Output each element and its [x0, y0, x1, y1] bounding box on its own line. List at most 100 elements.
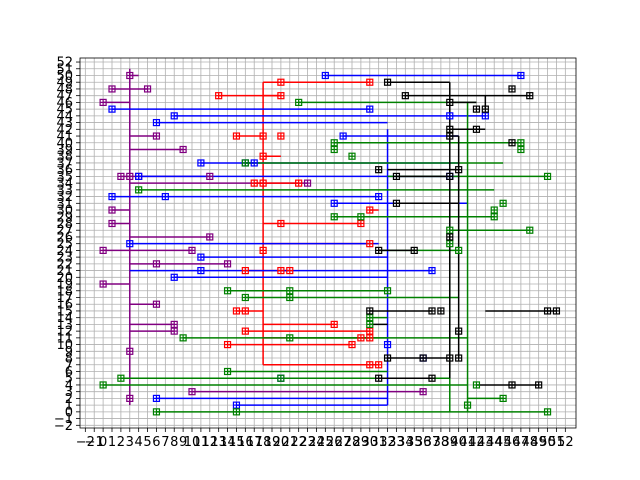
black-node-marker — [535, 381, 543, 389]
x-tick-label: 50 — [539, 435, 556, 450]
y-tick-label: 33 — [56, 183, 73, 198]
y-tick-label: 42 — [56, 123, 73, 138]
y-tick-label: 8 — [65, 352, 73, 367]
purple-node-marker — [108, 219, 116, 228]
x-tick-label: 25 — [317, 435, 334, 450]
purple-node-marker — [170, 320, 178, 328]
blue-node-marker — [126, 240, 134, 248]
x-tick-label: 37 — [424, 435, 441, 450]
x-tick-label: 40 — [450, 435, 467, 450]
blue-node-marker — [428, 266, 436, 275]
axes-frame — [79, 57, 577, 429]
y-tick-label: 40 — [56, 136, 73, 151]
red-node-marker — [366, 240, 374, 248]
x-tick-label: 3 — [126, 435, 134, 450]
y-tick-label: 21 — [56, 264, 73, 279]
blue-node-marker — [446, 112, 454, 120]
purple-node-marker — [188, 246, 196, 254]
y-tick-label: −2 — [54, 419, 73, 434]
x-tick-label: −2 — [76, 435, 95, 450]
purple-node-marker — [303, 179, 312, 187]
x-tick-label: 49 — [530, 435, 547, 450]
x-tick-label: 1 — [108, 435, 116, 450]
y-tick-label: −1 — [54, 412, 73, 427]
y-tick-label: 7 — [65, 358, 73, 373]
blue-node-marker — [197, 266, 205, 275]
purple-node-marker — [126, 394, 134, 402]
x-tick-label: 46 — [504, 435, 521, 450]
y-tick-label: 35 — [56, 170, 73, 185]
black-node-marker — [383, 354, 392, 362]
x-tick-label: 5 — [143, 435, 151, 450]
red-node-marker — [215, 92, 223, 100]
y-tick-label: 47 — [56, 89, 73, 104]
green-node-marker — [455, 246, 463, 254]
y-tick-label: 46 — [56, 96, 73, 111]
x-tick-label: 41 — [459, 435, 476, 450]
blue-node-marker — [375, 192, 383, 201]
y-tick-label: 48 — [56, 82, 73, 97]
x-tick-label: 36 — [415, 435, 432, 450]
black-node-marker — [455, 166, 463, 174]
red-node-marker — [277, 266, 285, 275]
y-tick-label: 26 — [56, 230, 73, 245]
purple-node-marker — [206, 172, 214, 180]
black-node-marker — [543, 307, 552, 315]
purple-node-marker — [126, 172, 134, 180]
red-node-marker — [232, 307, 241, 315]
y-tick-label: 14 — [56, 311, 73, 326]
red-node-marker — [366, 334, 374, 342]
y-tick-label: 41 — [56, 130, 73, 145]
y-tick-label: 12 — [56, 325, 73, 340]
red-node-marker — [259, 246, 267, 254]
black-node-marker — [508, 85, 516, 93]
purple-node-marker — [188, 388, 196, 396]
x-tick-label: 29 — [353, 435, 370, 450]
red-node-marker — [366, 327, 374, 335]
y-tick-label: 50 — [56, 69, 73, 84]
red-node-marker — [277, 219, 285, 228]
green-node-marker — [446, 240, 454, 248]
y-tick-label: 28 — [56, 217, 73, 232]
red-node-marker — [259, 132, 267, 140]
y-tick-label: 43 — [56, 116, 73, 131]
green-node-marker — [463, 401, 472, 409]
blue-node-marker — [161, 192, 169, 201]
x-tick-label: 24 — [308, 435, 325, 450]
x-tick-label: 45 — [495, 435, 512, 450]
black-node-marker — [401, 92, 409, 100]
green-node-marker — [295, 98, 303, 107]
green-node-marker — [223, 367, 232, 376]
x-tick-label: 22 — [290, 435, 307, 450]
black-node-marker — [375, 246, 383, 254]
blue-node-marker — [481, 112, 489, 120]
x-tick-label: 10 — [184, 435, 201, 450]
blue-node-marker — [197, 159, 205, 167]
blue-node-marker — [250, 159, 258, 167]
black-node-marker — [508, 139, 516, 147]
green-node-marker — [152, 408, 161, 416]
x-tick-label: 9 — [179, 435, 187, 450]
red-node-marker — [366, 206, 374, 214]
y-tick-label: 2 — [65, 392, 73, 407]
red-node-marker — [375, 361, 383, 369]
red-node-marker — [241, 307, 249, 315]
x-tick-label: 11 — [193, 435, 210, 450]
y-tick-label: 49 — [56, 76, 73, 91]
black-node-marker — [472, 125, 481, 133]
x-tick-label: 28 — [344, 435, 361, 450]
red-node-marker — [348, 340, 356, 349]
x-tick-label: 12 — [202, 435, 219, 450]
y-tick-label: 10 — [56, 338, 73, 353]
y-tick-label: 18 — [56, 284, 73, 299]
blue-node-marker — [170, 273, 178, 281]
red-node-marker — [357, 219, 365, 228]
y-tick-label: 24 — [56, 244, 73, 259]
black-node-marker — [446, 132, 454, 140]
red-node-marker — [277, 78, 285, 86]
y-tick-label: 29 — [56, 210, 73, 225]
blue-node-marker — [339, 132, 347, 140]
green-node-marker — [277, 374, 285, 382]
x-tick-label: 34 — [397, 435, 414, 450]
